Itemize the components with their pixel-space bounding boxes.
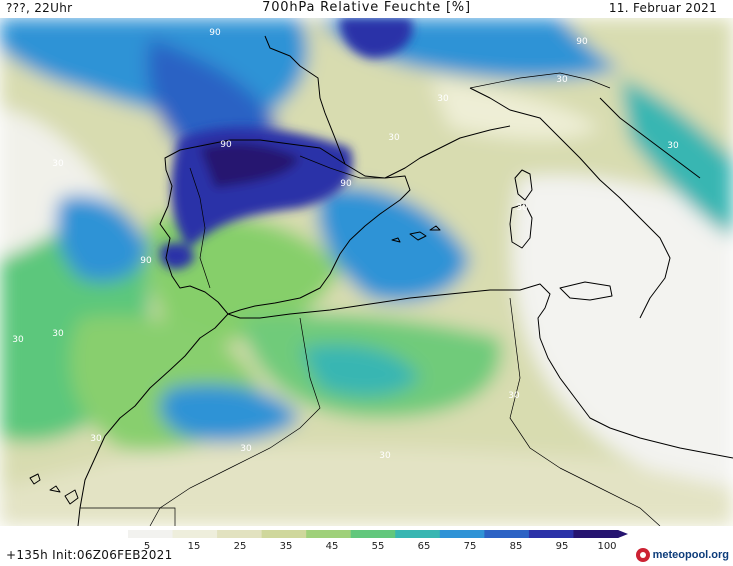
legend-tick-label: 95	[555, 541, 569, 552]
contour-label: 30	[388, 133, 400, 143]
corsica	[514, 169, 533, 201]
humidity-field	[0, 18, 733, 526]
legend-tick-label: 85	[509, 541, 523, 552]
legend-swatch	[172, 530, 218, 538]
dry-south-sahara	[0, 446, 733, 526]
legend-tick-label: 55	[371, 541, 385, 552]
legend-swatch	[528, 530, 574, 538]
contour-label: 30	[556, 75, 568, 85]
blue-adriatic-east	[620, 78, 733, 238]
algeria-libya-border	[559, 467, 661, 526]
blue-west-coast	[56, 195, 150, 282]
blue-atlas-patch	[300, 344, 420, 397]
blue-sahara-patch	[159, 384, 300, 442]
balearics	[391, 225, 441, 243]
contour-label: 30	[508, 391, 520, 401]
spain-portugal-border	[189, 167, 211, 289]
sicily	[559, 281, 613, 301]
valid-date-label: 11. Februar 2021	[608, 1, 717, 15]
algeria-tunisia-border	[509, 297, 561, 469]
brand-logo[interactable]: meteopool.org	[635, 546, 729, 564]
meteopool-logo-icon	[635, 548, 650, 562]
legend-swatch	[217, 530, 263, 538]
dry-north-italy	[430, 78, 600, 140]
contour-label: 90	[340, 179, 352, 189]
borders	[80, 72, 661, 526]
contour-label: 30	[437, 94, 449, 104]
legend-tick-label: 65	[417, 541, 431, 552]
coastlines	[29, 35, 733, 526]
contour-label: 30	[240, 444, 252, 454]
legend-tick-label: 100	[597, 541, 617, 552]
model-run-label: +135h Init:06Z06FEB2021	[6, 548, 173, 562]
legend-swatch	[484, 530, 530, 538]
morocco-coast	[77, 313, 229, 526]
legend-tick-label: 25	[233, 541, 247, 552]
sardinia	[509, 203, 533, 249]
legend-bar	[128, 530, 628, 538]
legend-arrow	[618, 530, 628, 538]
contour-label: 30	[12, 335, 24, 345]
humidity-map: 90 90 90 90 90 30 30 30 30 30 30 30 30 30 30 30 30	[0, 18, 733, 526]
contour-label: 90	[576, 37, 588, 47]
morocco-algeria-border	[149, 317, 321, 526]
saturated-core	[200, 142, 300, 188]
legend-swatch	[395, 530, 441, 538]
dry-east-med	[512, 175, 733, 488]
saturated-atlantic	[160, 242, 195, 270]
legend-swatch	[128, 530, 174, 538]
legend-tick-label: 35	[279, 541, 293, 552]
brand-name: meteopool.org	[652, 549, 729, 561]
legend-swatch	[573, 530, 619, 538]
saturated-field	[160, 18, 413, 270]
contour-label: 90	[140, 256, 152, 266]
legend-swatch	[306, 530, 352, 538]
contour-label: 30	[52, 329, 64, 339]
north-africa-coast	[227, 283, 733, 459]
forecast-time-label: ???, 22Uhr	[6, 1, 73, 15]
contour-label: 30	[52, 159, 64, 169]
legend-swatch	[439, 530, 485, 538]
iberia-coast	[159, 139, 411, 315]
contour-label: 30	[379, 451, 391, 461]
legend-tick-label: 45	[325, 541, 339, 552]
contour-label: 30	[90, 434, 102, 444]
alps-borders	[469, 72, 611, 89]
canary-islands	[29, 473, 79, 505]
legend-swatch	[261, 530, 307, 538]
saturated-north	[340, 18, 413, 58]
contour-label: 90	[209, 28, 221, 38]
color-legend: 5 15 25 35 45 55 65 75 85 95 100	[0, 528, 733, 566]
western-sahara-box	[80, 507, 176, 526]
legend-tick-label: 5	[143, 541, 151, 552]
france-coast	[264, 35, 511, 179]
legend-tick-label: 15	[187, 541, 201, 552]
map-title: 700hPa Relative Feuchte [%]	[262, 0, 471, 15]
blue-med-west	[317, 186, 470, 302]
italy-coast	[469, 87, 701, 319]
contour-label: 90	[220, 140, 232, 150]
contour-label: 30	[516, 203, 528, 213]
spain-france-border	[299, 155, 385, 179]
legend-swatch	[350, 530, 396, 538]
contour-labels: 90 90 90 90 90 30 30 30 30 30 30 30 30 30 30 30 30	[12, 28, 679, 461]
legend-tick-label: 75	[463, 541, 477, 552]
contour-label: 30	[667, 141, 679, 151]
